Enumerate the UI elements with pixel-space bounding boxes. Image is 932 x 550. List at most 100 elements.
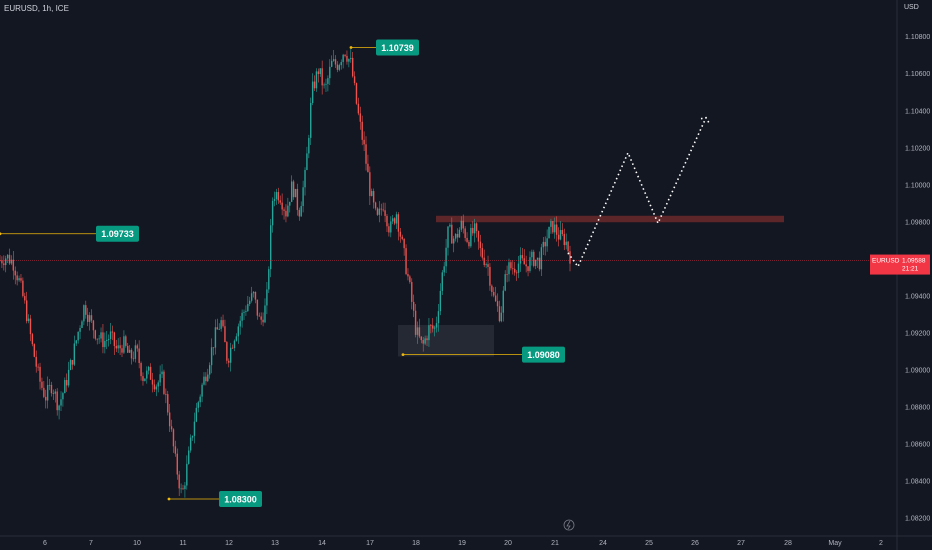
candle-body: [311, 81, 314, 103]
candle-body: [494, 295, 497, 302]
price-tick-label: 1.09400: [905, 293, 930, 300]
candle-body: [167, 394, 169, 413]
demand-box: [398, 324, 494, 357]
candle-body: [458, 229, 461, 238]
candle-body: [323, 84, 325, 86]
candle-body: [226, 342, 228, 361]
candle-body: [298, 209, 300, 217]
time-tick-label: May: [828, 540, 842, 547]
price-tick-label: 1.08200: [905, 515, 930, 522]
candle-body: [29, 318, 32, 335]
candle-body: [468, 241, 470, 247]
candle-body: [548, 226, 550, 239]
candle-body: [102, 332, 104, 348]
candle-body: [569, 251, 571, 264]
candle-body: [397, 214, 400, 232]
candle-body: [546, 238, 548, 247]
candle-body: [317, 71, 320, 74]
candle-body: [146, 370, 148, 379]
time-tick-label: 11: [179, 540, 186, 547]
candle-body: [3, 263, 5, 266]
candle-body: [235, 336, 238, 341]
candle-body: [561, 230, 564, 235]
price-tick-label: 1.10800: [905, 34, 930, 41]
candle-body: [414, 310, 417, 335]
price-label-anchor: [401, 353, 405, 356]
candle-body: [432, 325, 434, 329]
time-tick-label: 18: [412, 540, 420, 547]
time-tick-label: 12: [225, 540, 233, 547]
candle-body: [18, 278, 20, 281]
time-axis[interactable]: 6 7 10 11 12 13 14 17 18 19 20 21 24 25 26 27 28 May 2: [0, 519, 932, 547]
candle-body: [346, 55, 348, 62]
candle-body: [201, 384, 203, 397]
price-label-badge: [522, 346, 565, 363]
price-tick-label: 1.08600: [905, 441, 930, 448]
candle-body: [388, 226, 390, 233]
candle-body: [224, 326, 226, 343]
candle-body: [77, 331, 79, 341]
candle-body: [140, 362, 142, 377]
time-tick-label: 26: [691, 540, 699, 547]
candle-body: [106, 339, 108, 341]
candle-body: [449, 224, 451, 227]
candle-body: [464, 228, 466, 238]
time-tick-label: 13: [271, 540, 279, 547]
price-label-anchor: [0, 232, 2, 236]
currency-label: USD: [904, 4, 919, 11]
price-axis[interactable]: 1.08200 1.08400 1.08600 1.08800 1.09000 1.092…: [870, 0, 930, 550]
candle-body: [119, 345, 121, 349]
chart-title[interactable]: EURUSD, 1h, ICE: [4, 4, 69, 13]
candle-body: [56, 391, 58, 411]
candle-body: [433, 327, 436, 329]
candle-body: [504, 274, 506, 291]
candle-body: [382, 209, 384, 211]
price-tick-label: 1.10200: [905, 145, 930, 152]
candle-body: [132, 358, 135, 360]
candle-body: [348, 59, 350, 62]
candle-body: [258, 315, 260, 317]
candle-body: [197, 402, 199, 408]
candle-body: [73, 343, 76, 365]
time-tick-label: 24: [599, 540, 607, 547]
candle-body: [557, 234, 560, 240]
candle-body: [184, 485, 186, 490]
candle-body: [216, 327, 219, 330]
candle-body: [350, 57, 352, 60]
projection-arrowhead: [700, 116, 711, 126]
candle-body: [550, 221, 552, 227]
current-price-symbol: EURUSD: [872, 258, 900, 265]
candle-body: [517, 263, 520, 273]
candle-body: [313, 81, 316, 89]
price-tick-label: 1.10600: [905, 71, 930, 78]
candle-body: [24, 296, 26, 301]
candle-body: [239, 320, 241, 327]
candle-body: [10, 259, 13, 264]
candle-body: [54, 391, 56, 394]
candle-body: [233, 340, 236, 349]
price-tick-label: 1.09800: [905, 219, 930, 226]
candle-body: [559, 230, 562, 240]
candle-body: [353, 76, 356, 84]
time-tick-label: 28: [784, 540, 792, 547]
price-label-text: 1.09733: [101, 229, 134, 239]
price-tick-label: 1.08400: [905, 478, 930, 485]
candle-body: [14, 270, 16, 276]
candle-body: [31, 334, 34, 345]
candle-body: [542, 241, 545, 248]
candle-body: [48, 384, 51, 386]
candle-body: [405, 248, 407, 275]
overlays: 1.09733 1.10739 1.09080 1.08300: [0, 39, 897, 507]
candle-body: [46, 385, 49, 401]
candle-body: [39, 366, 41, 382]
candle-body: [22, 280, 24, 297]
candle-body: [319, 68, 321, 74]
candle-body: [361, 121, 363, 140]
candle-body: [462, 220, 464, 229]
time-tick-label: 2: [879, 540, 883, 547]
candle-body: [88, 315, 91, 322]
candle-body: [8, 254, 11, 264]
candle-body: [435, 323, 438, 328]
candle-body: [90, 315, 93, 321]
